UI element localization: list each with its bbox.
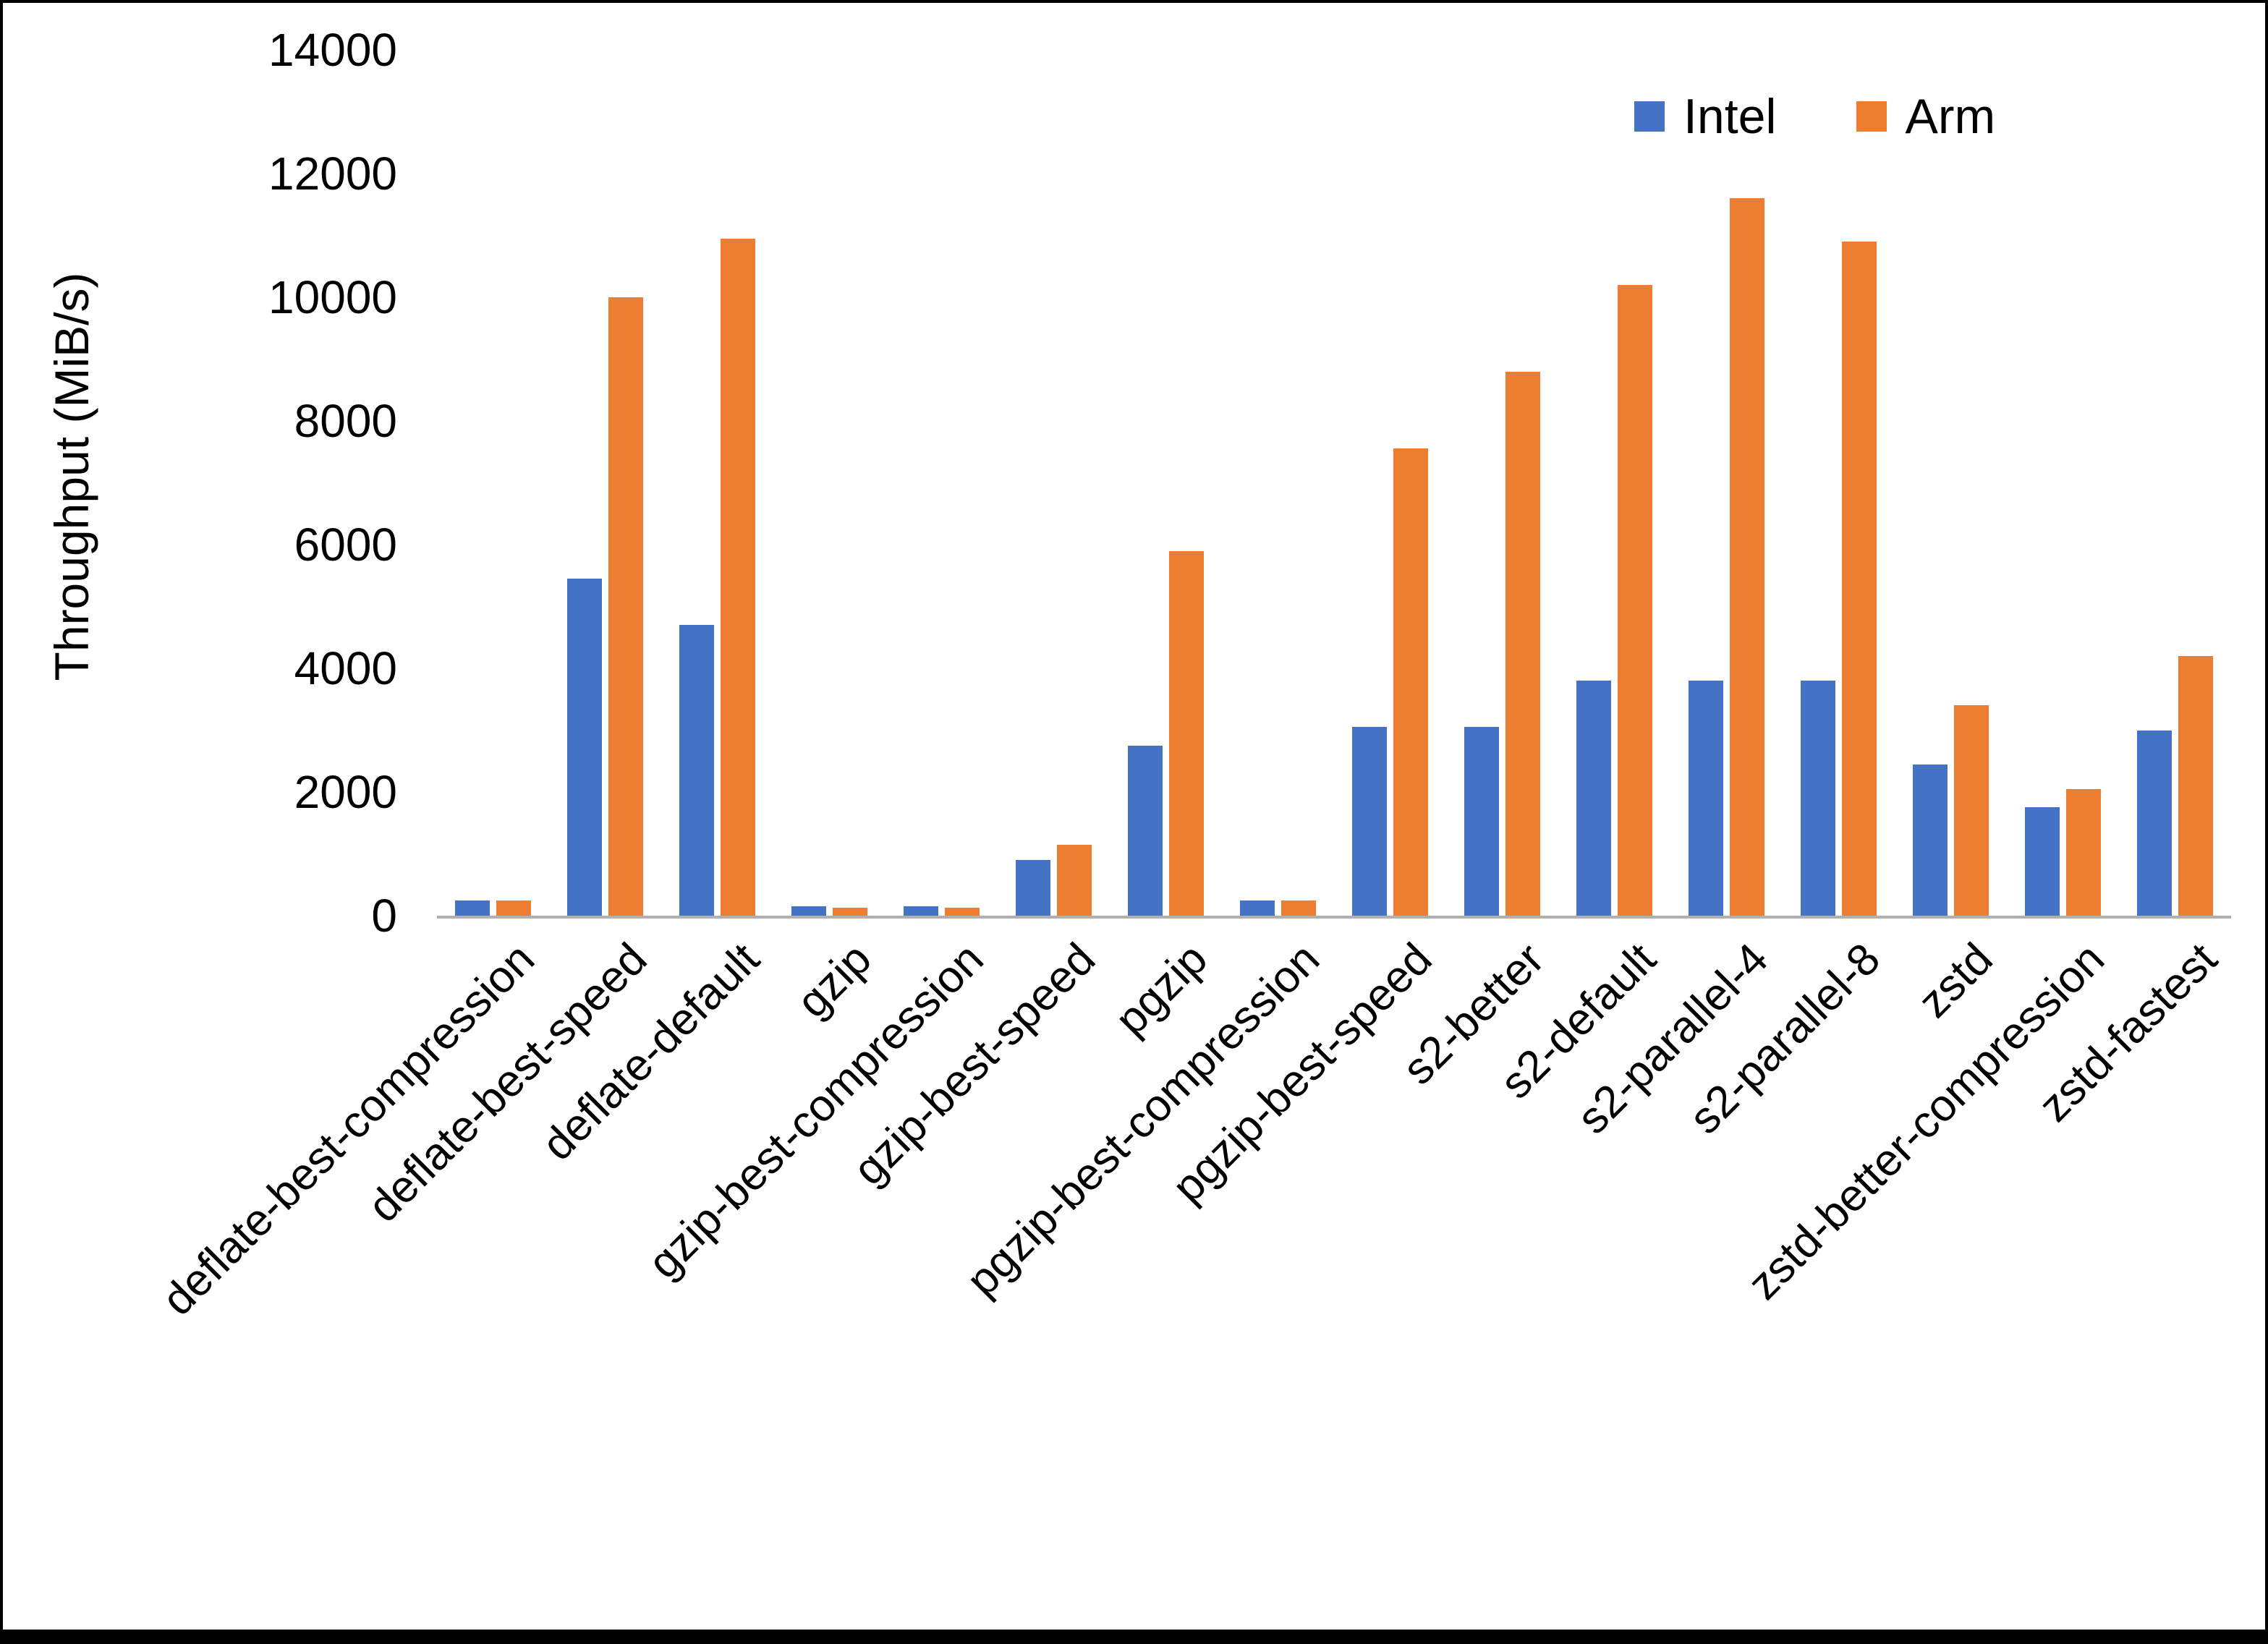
bar-intel-gzip (791, 906, 826, 916)
bar-arm-pgzip-best-speed (1393, 448, 1428, 916)
bar-intel-deflate-best-compression (455, 900, 490, 916)
bar-group-s2-default (1558, 50, 1670, 916)
bar-group-pgzip-best-speed (1334, 50, 1446, 916)
y-tick-12000: 12000 (268, 148, 397, 200)
legend-label-intel: Intel (1683, 89, 1777, 144)
plot-area (437, 50, 2231, 919)
bar-intel-pgzip (1128, 745, 1163, 916)
bar-intel-deflate-default (679, 625, 714, 916)
bar-group-pgzip-best-compression (1222, 50, 1334, 916)
y-tick-10000: 10000 (268, 271, 397, 323)
bar-intel-pgzip-best-speed (1352, 727, 1387, 916)
bar-arm-pgzip-best-compression (1281, 900, 1316, 916)
bar-arm-pgzip (1169, 550, 1204, 916)
x-label-zstd: zstd (1908, 934, 2002, 1028)
bar-arm-s2-default (1618, 284, 1652, 916)
bar-group-gzip-best-compression (885, 50, 998, 916)
bar-group-zstd-fastest (2119, 50, 2231, 916)
x-axis-labels: deflate-best-compression deflate-best-spe… (3, 934, 2265, 1616)
y-tick-14000: 14000 (268, 24, 397, 76)
bar-group-deflate-best-compression (437, 50, 549, 916)
legend-label-arm: Arm (1905, 89, 1996, 144)
bar-intel-zstd-better-compression (2025, 807, 2060, 916)
bar-intel-s2-default (1576, 681, 1611, 916)
bar-arm-zstd-fastest (2178, 655, 2213, 916)
bar-intel-deflate-best-speed (567, 579, 602, 916)
bar-group-deflate-default (661, 50, 773, 916)
bar-arm-s2-parallel-4 (1730, 198, 1764, 916)
y-tick-8000: 8000 (294, 395, 397, 447)
bar-arm-zstd (1954, 705, 1989, 916)
bar-intel-s2-parallel-4 (1689, 681, 1723, 916)
legend-swatch-intel-icon (1634, 101, 1665, 132)
y-tick-4000: 4000 (294, 642, 397, 694)
bar-group-s2-parallel-8 (1783, 50, 1895, 916)
bar-group-gzip (773, 50, 885, 916)
bottom-border (3, 1630, 2265, 1641)
bar-group-deflate-best-speed (549, 50, 661, 916)
bar-arm-deflate-default (721, 238, 755, 916)
bar-group-s2-better (1446, 50, 1558, 916)
legend-item-arm: Arm (1856, 88, 1996, 145)
bar-arm-gzip (833, 907, 867, 916)
bar-group-zstd-better-compression (2007, 50, 2119, 916)
bar-intel-gzip-best-speed (1016, 860, 1050, 916)
bar-group-gzip-best-speed (998, 50, 1110, 916)
bar-arm-gzip-best-speed (1057, 844, 1092, 916)
bar-arm-zstd-better-compression (2066, 788, 2101, 916)
bar-arm-s2-better (1505, 371, 1540, 916)
bar-group-zstd (1895, 50, 2007, 916)
bar-arm-deflate-best-speed (608, 297, 643, 916)
bar-group-pgzip (1110, 50, 1222, 916)
bar-group-s2-parallel-4 (1670, 50, 1783, 916)
bar-intel-zstd-fastest (2137, 730, 2172, 916)
y-tick-6000: 6000 (294, 519, 397, 571)
legend-swatch-arm-icon (1856, 101, 1887, 132)
legend-item-intel: Intel (1634, 88, 1777, 145)
legend: Intel Arm (1634, 88, 1995, 145)
bar-intel-zstd (1913, 764, 1948, 916)
x-label-gzip: gzip (787, 934, 881, 1028)
bar-arm-s2-parallel-8 (1842, 242, 1877, 916)
bar-intel-s2-better (1464, 727, 1499, 916)
y-axis-ticks: 0 2000 4000 6000 8000 10000 12000 14000 (3, 27, 397, 939)
bar-intel-pgzip-best-compression (1240, 900, 1275, 916)
bar-arm-deflate-best-compression (496, 900, 531, 916)
bar-arm-gzip-best-compression (945, 907, 980, 916)
bar-intel-s2-parallel-8 (1801, 681, 1835, 916)
bar-intel-gzip-best-compression (904, 906, 938, 916)
y-tick-0: 0 (371, 890, 397, 942)
y-tick-2000: 2000 (294, 766, 397, 818)
